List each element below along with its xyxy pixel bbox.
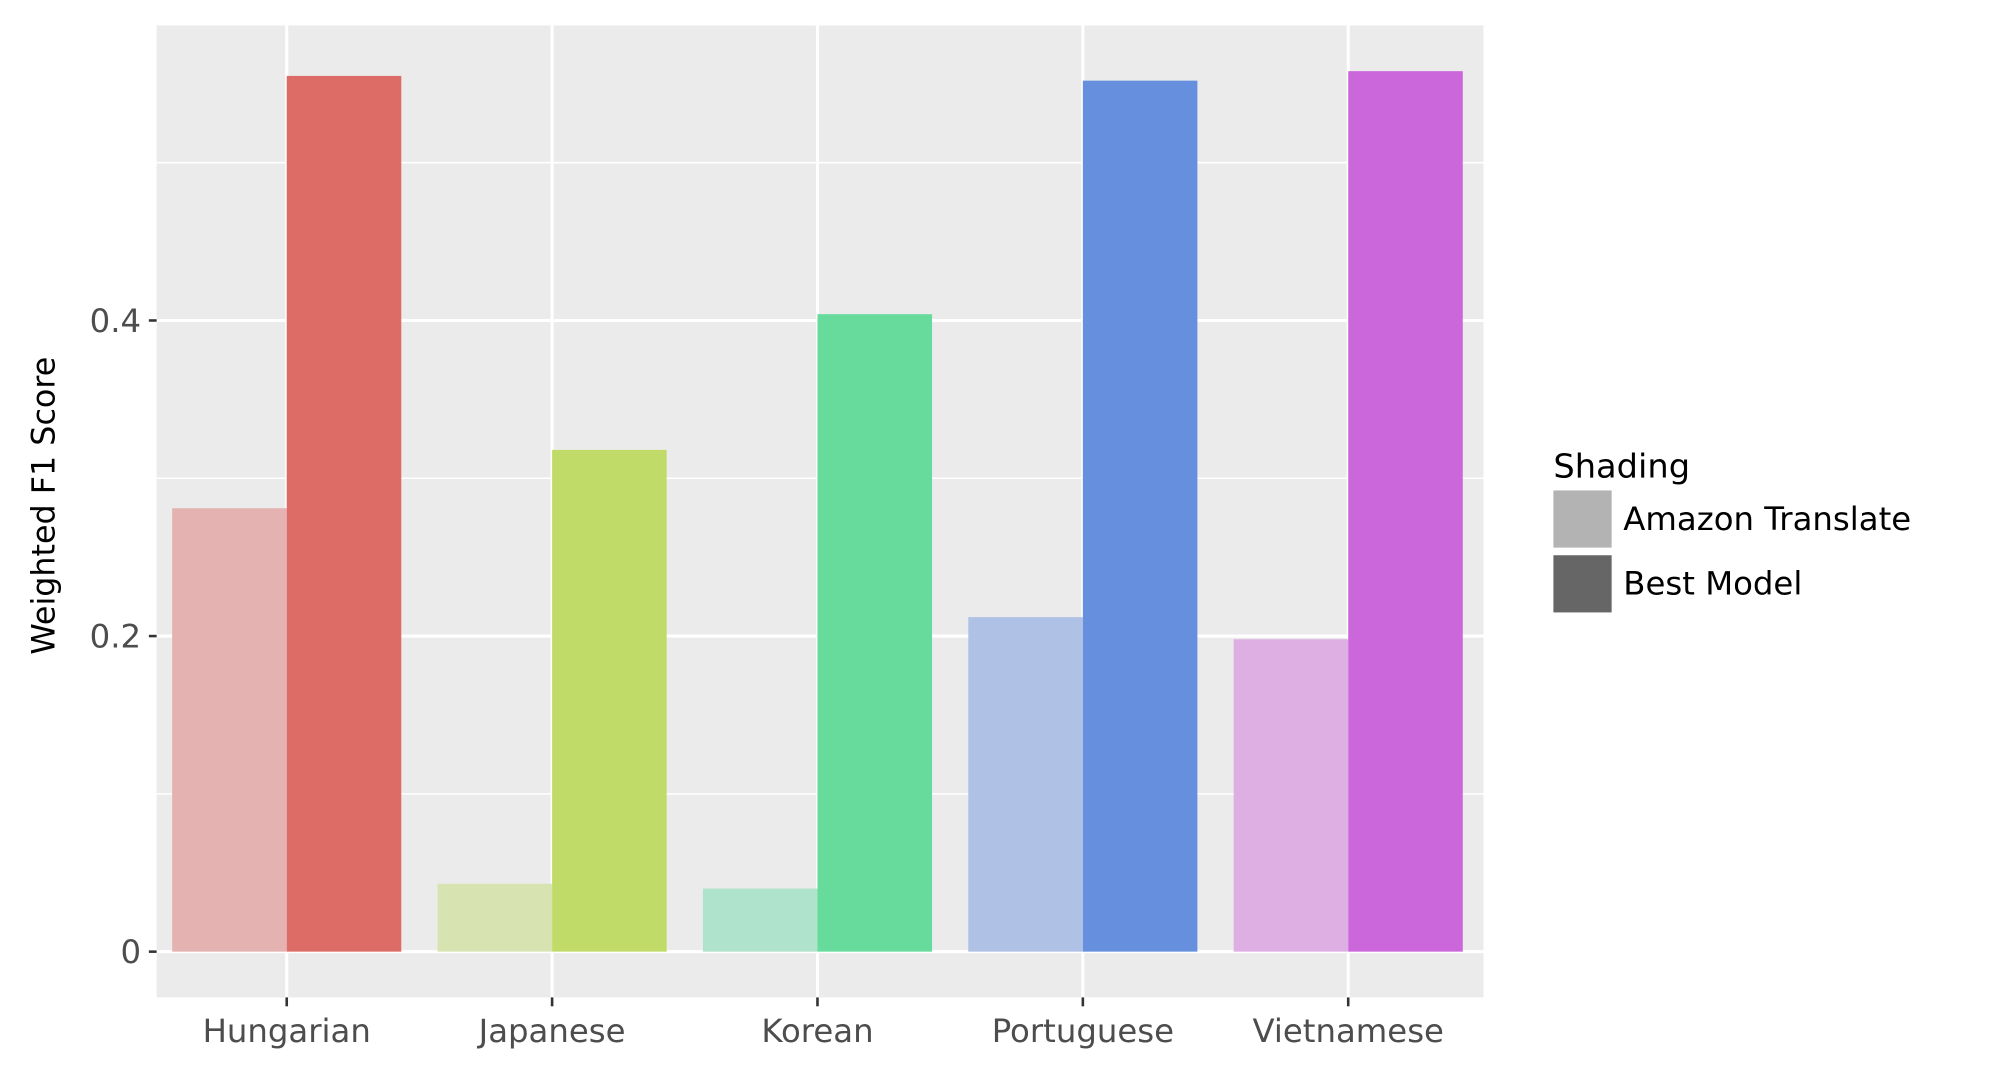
bar-best-model-korean (817, 314, 933, 952)
x-tick-label: Japanese (477, 1012, 626, 1050)
bar-best-model-vietnamese (1348, 71, 1463, 952)
axes: 0 0.2 0.4 Hungarian Japanese Korean Portuguese… (90, 302, 1444, 1050)
bar-best-model-hungarian (286, 75, 402, 952)
y-tick-label: 0 (121, 933, 142, 971)
bar-best-model-portuguese (1082, 80, 1198, 952)
bar-amazon-translate-vietnamese (1233, 639, 1349, 952)
legend-swatch-amazon-translate (1553, 490, 1612, 548)
bars (172, 71, 1463, 952)
legend-swatch-best-model (1553, 555, 1612, 613)
y-axis-label: Weighted F1 Score (24, 357, 62, 655)
bar-amazon-translate-hungarian (172, 508, 287, 952)
legend: Shading Amazon Translate Best Model (1553, 447, 1911, 613)
x-tick-label: Vietnamese (1252, 1012, 1443, 1050)
x-tick-label: Korean (761, 1012, 873, 1050)
legend-label-amazon-translate: Amazon Translate (1623, 500, 1911, 538)
bar-amazon-translate-korean (702, 888, 818, 952)
bar-amazon-translate-japanese (437, 883, 553, 952)
y-tick-label: 0.2 (90, 618, 141, 656)
legend-label-best-model: Best Model (1623, 565, 1802, 603)
x-tick-label: Portuguese (992, 1012, 1174, 1050)
bar-amazon-translate-portuguese (968, 617, 1083, 952)
legend-title: Shading (1553, 447, 1690, 486)
y-tick-label: 0.4 (90, 302, 141, 340)
x-tick-label: Hungarian (203, 1012, 371, 1050)
bar-best-model-japanese (552, 449, 667, 952)
